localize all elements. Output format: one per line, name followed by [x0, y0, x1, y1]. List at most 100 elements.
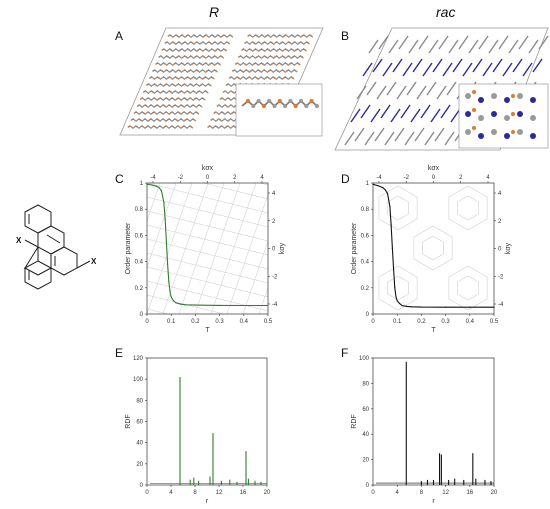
lattice-line [147, 266, 268, 298]
chain-atom [202, 98, 205, 100]
chain-atom [187, 91, 190, 93]
y-tick-label: 0.4 [361, 260, 370, 266]
chain-segment [370, 108, 381, 123]
chain-atom [205, 91, 208, 93]
inset-atom [511, 130, 515, 134]
chain-atom [179, 70, 181, 72]
chain-atom [213, 112, 216, 114]
chain-segment [488, 39, 499, 54]
chain-atom [209, 84, 211, 86]
data-point [169, 291, 171, 293]
chain-atom [182, 63, 185, 65]
chain-atom [255, 77, 258, 79]
y-axis-label: Order parameter [125, 222, 132, 274]
x-axis-label: r [432, 498, 435, 505]
chain-atom [276, 70, 279, 72]
chain-segment [518, 35, 529, 50]
x-tick-label: 0.5 [264, 319, 273, 325]
chain-atom [283, 35, 286, 37]
chain-atom [268, 49, 270, 51]
chain-atom [225, 105, 228, 107]
chain-atom [247, 56, 249, 58]
column-title-R: R [209, 4, 219, 20]
chain-segment [390, 108, 401, 123]
double-bond [46, 234, 61, 244]
chain-segment [498, 35, 509, 50]
x-tick-label: 0.3 [441, 319, 450, 325]
chain-atom [200, 63, 203, 65]
inset-atom [314, 103, 319, 109]
right-tick-label: -2 [498, 274, 504, 280]
chain-atom [264, 77, 267, 79]
hex-ring [413, 225, 453, 271]
chain-segment [434, 127, 445, 142]
data-point [165, 241, 167, 243]
chain-atom [262, 42, 265, 44]
x-bond-right [76, 260, 91, 269]
x-tick-label: 8 [193, 490, 197, 496]
chain-atom [240, 70, 243, 72]
chain-segment [366, 81, 377, 96]
chain-atom [228, 119, 231, 121]
chain-atom [231, 70, 234, 72]
chain-atom [158, 56, 161, 58]
data-point [401, 304, 403, 307]
chain-segment [426, 81, 437, 96]
y-tick-label: 20 [362, 458, 369, 464]
y-tick-label: 0.6 [361, 233, 370, 239]
right-tick-label: -4 [272, 302, 278, 308]
chain-atom [164, 84, 166, 86]
data-point [163, 202, 165, 204]
inset-atom [267, 98, 272, 104]
chain-atom [219, 98, 222, 100]
chain-atom [155, 84, 157, 86]
chain-segment [440, 104, 451, 119]
chain-atom [221, 35, 224, 37]
inset-atom [277, 98, 282, 104]
y-tick-label: 80 [136, 398, 143, 404]
inset-atom [530, 115, 536, 121]
lattice-line [147, 308, 169, 314]
chain-segment [492, 58, 503, 73]
right-tick-label: 0 [498, 247, 502, 253]
x-tick-label: 0.4 [240, 319, 249, 325]
chain-segment [416, 85, 427, 100]
chain-atom [218, 63, 221, 65]
chain-atom [184, 119, 187, 121]
chain-atom [206, 49, 209, 51]
x-tick-label: 0.5 [490, 319, 499, 325]
x-tick-label: 8 [420, 490, 424, 496]
data-point [180, 303, 182, 305]
lattice-line [291, 183, 336, 314]
chain-atom [249, 70, 252, 72]
chain-atom [221, 56, 224, 58]
chain-segment [442, 62, 453, 77]
chain-atom [235, 63, 237, 65]
chain-atom [155, 63, 158, 65]
chain-segment [472, 58, 483, 73]
chain-atom [277, 49, 279, 51]
chain-atom [282, 77, 285, 79]
y-tick-label: 0.4 [135, 260, 144, 266]
plot-frame [372, 182, 495, 315]
chain-atom [191, 42, 194, 44]
hex-ring [387, 275, 409, 301]
chain-segment [378, 35, 389, 50]
inset-atom [245, 98, 251, 104]
lattice-line [194, 183, 241, 314]
chain-segment [450, 108, 461, 123]
data-point [168, 280, 170, 282]
chain-atom [167, 56, 170, 58]
data-point [173, 300, 175, 302]
chain-atom [215, 70, 217, 72]
data-point [399, 302, 401, 305]
y-tick-label: 40 [362, 432, 369, 438]
chain-atom [212, 77, 214, 79]
inset-molecule-B [465, 90, 536, 139]
chain-atom [280, 63, 282, 65]
chain-atom [164, 42, 167, 44]
data-point [389, 205, 391, 208]
chain-segment [424, 131, 435, 146]
data-point [382, 186, 384, 189]
chain-atom [154, 105, 157, 107]
